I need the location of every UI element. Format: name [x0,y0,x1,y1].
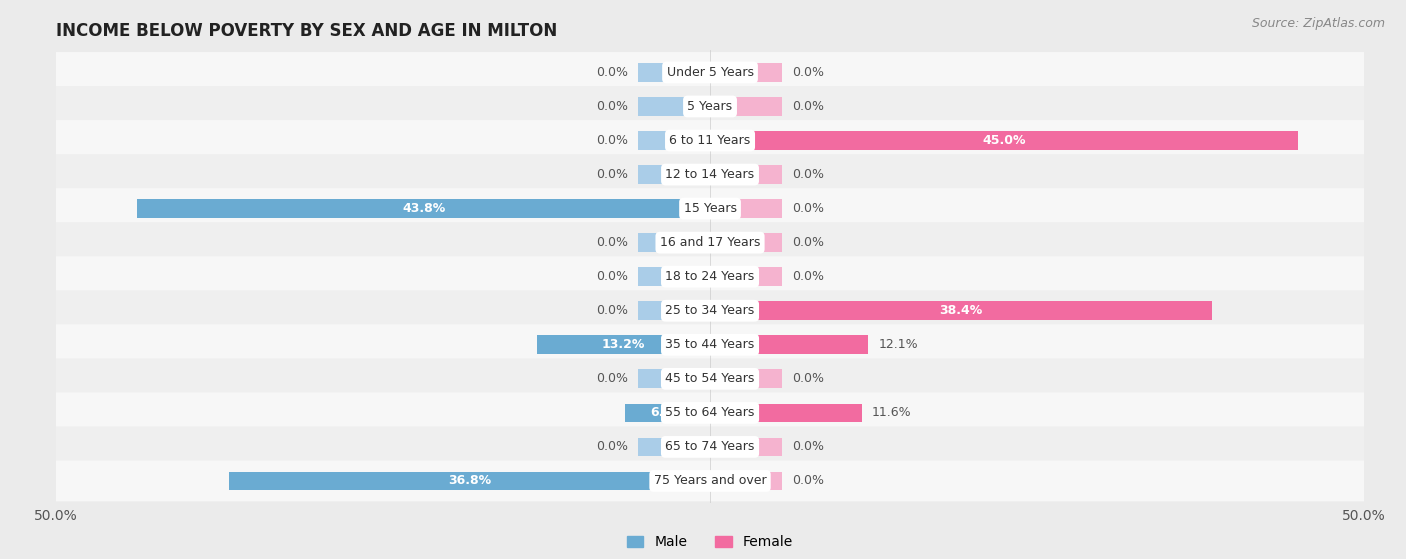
Bar [710,335,869,354]
Legend: Male, Female: Male, Female [621,530,799,555]
FancyBboxPatch shape [28,120,1392,161]
Bar [710,301,1212,320]
Bar [710,438,782,456]
Text: 6 to 11 Years: 6 to 11 Years [669,134,751,147]
Text: 55 to 64 Years: 55 to 64 Years [665,406,755,419]
Text: 0.0%: 0.0% [596,304,627,318]
Text: Under 5 Years: Under 5 Years [666,66,754,79]
Bar [138,199,710,218]
Bar [710,472,782,490]
Text: 0.0%: 0.0% [596,168,627,181]
Text: 0.0%: 0.0% [793,440,824,453]
FancyBboxPatch shape [28,188,1392,229]
Text: 65 to 74 Years: 65 to 74 Years [665,440,755,453]
Text: 5 Years: 5 Years [688,100,733,113]
Text: 12.1%: 12.1% [879,338,918,351]
Bar [638,267,710,286]
Bar [638,369,710,388]
Text: 18 to 24 Years: 18 to 24 Years [665,270,755,283]
FancyBboxPatch shape [28,86,1392,127]
FancyBboxPatch shape [28,358,1392,399]
Text: 0.0%: 0.0% [793,236,824,249]
Text: 15 Years: 15 Years [683,202,737,215]
Text: 0.0%: 0.0% [793,168,824,181]
Bar [638,97,710,116]
FancyBboxPatch shape [28,392,1392,433]
Text: 0.0%: 0.0% [596,236,627,249]
FancyBboxPatch shape [28,461,1392,501]
Bar [710,97,782,116]
Bar [638,301,710,320]
Text: 13.2%: 13.2% [602,338,645,351]
Bar [638,165,710,184]
FancyBboxPatch shape [28,290,1392,331]
Text: 75 Years and over: 75 Years and over [654,475,766,487]
Text: 6.5%: 6.5% [650,406,685,419]
Text: 45.0%: 45.0% [983,134,1026,147]
Bar [626,404,710,422]
Text: 45 to 54 Years: 45 to 54 Years [665,372,755,385]
Bar [710,165,782,184]
Text: 0.0%: 0.0% [793,202,824,215]
Bar [710,267,782,286]
Text: 43.8%: 43.8% [402,202,446,215]
Bar [638,233,710,252]
Bar [537,335,710,354]
Text: 0.0%: 0.0% [596,372,627,385]
Text: 0.0%: 0.0% [793,270,824,283]
Text: 0.0%: 0.0% [793,475,824,487]
Text: 0.0%: 0.0% [793,100,824,113]
Bar [229,472,710,490]
FancyBboxPatch shape [28,222,1392,263]
Bar [638,131,710,150]
Text: 0.0%: 0.0% [596,270,627,283]
Text: 16 and 17 Years: 16 and 17 Years [659,236,761,249]
Text: 0.0%: 0.0% [596,100,627,113]
Text: 0.0%: 0.0% [793,66,824,79]
Bar [710,233,782,252]
Text: INCOME BELOW POVERTY BY SEX AND AGE IN MILTON: INCOME BELOW POVERTY BY SEX AND AGE IN M… [56,22,558,40]
Text: Source: ZipAtlas.com: Source: ZipAtlas.com [1251,17,1385,30]
Text: 0.0%: 0.0% [596,66,627,79]
Text: 0.0%: 0.0% [596,134,627,147]
Text: 38.4%: 38.4% [939,304,983,318]
Bar [710,404,862,422]
Text: 0.0%: 0.0% [793,372,824,385]
FancyBboxPatch shape [28,324,1392,365]
Text: 35 to 44 Years: 35 to 44 Years [665,338,755,351]
Text: 36.8%: 36.8% [449,475,491,487]
Bar [710,131,1298,150]
Text: 0.0%: 0.0% [596,440,627,453]
FancyBboxPatch shape [28,256,1392,297]
Bar [710,369,782,388]
FancyBboxPatch shape [28,154,1392,195]
FancyBboxPatch shape [28,52,1392,93]
Text: 25 to 34 Years: 25 to 34 Years [665,304,755,318]
Bar [638,438,710,456]
Text: 11.6%: 11.6% [872,406,912,419]
Bar [710,199,782,218]
FancyBboxPatch shape [28,427,1392,467]
Text: 12 to 14 Years: 12 to 14 Years [665,168,755,181]
Bar [710,63,782,82]
Bar [638,63,710,82]
